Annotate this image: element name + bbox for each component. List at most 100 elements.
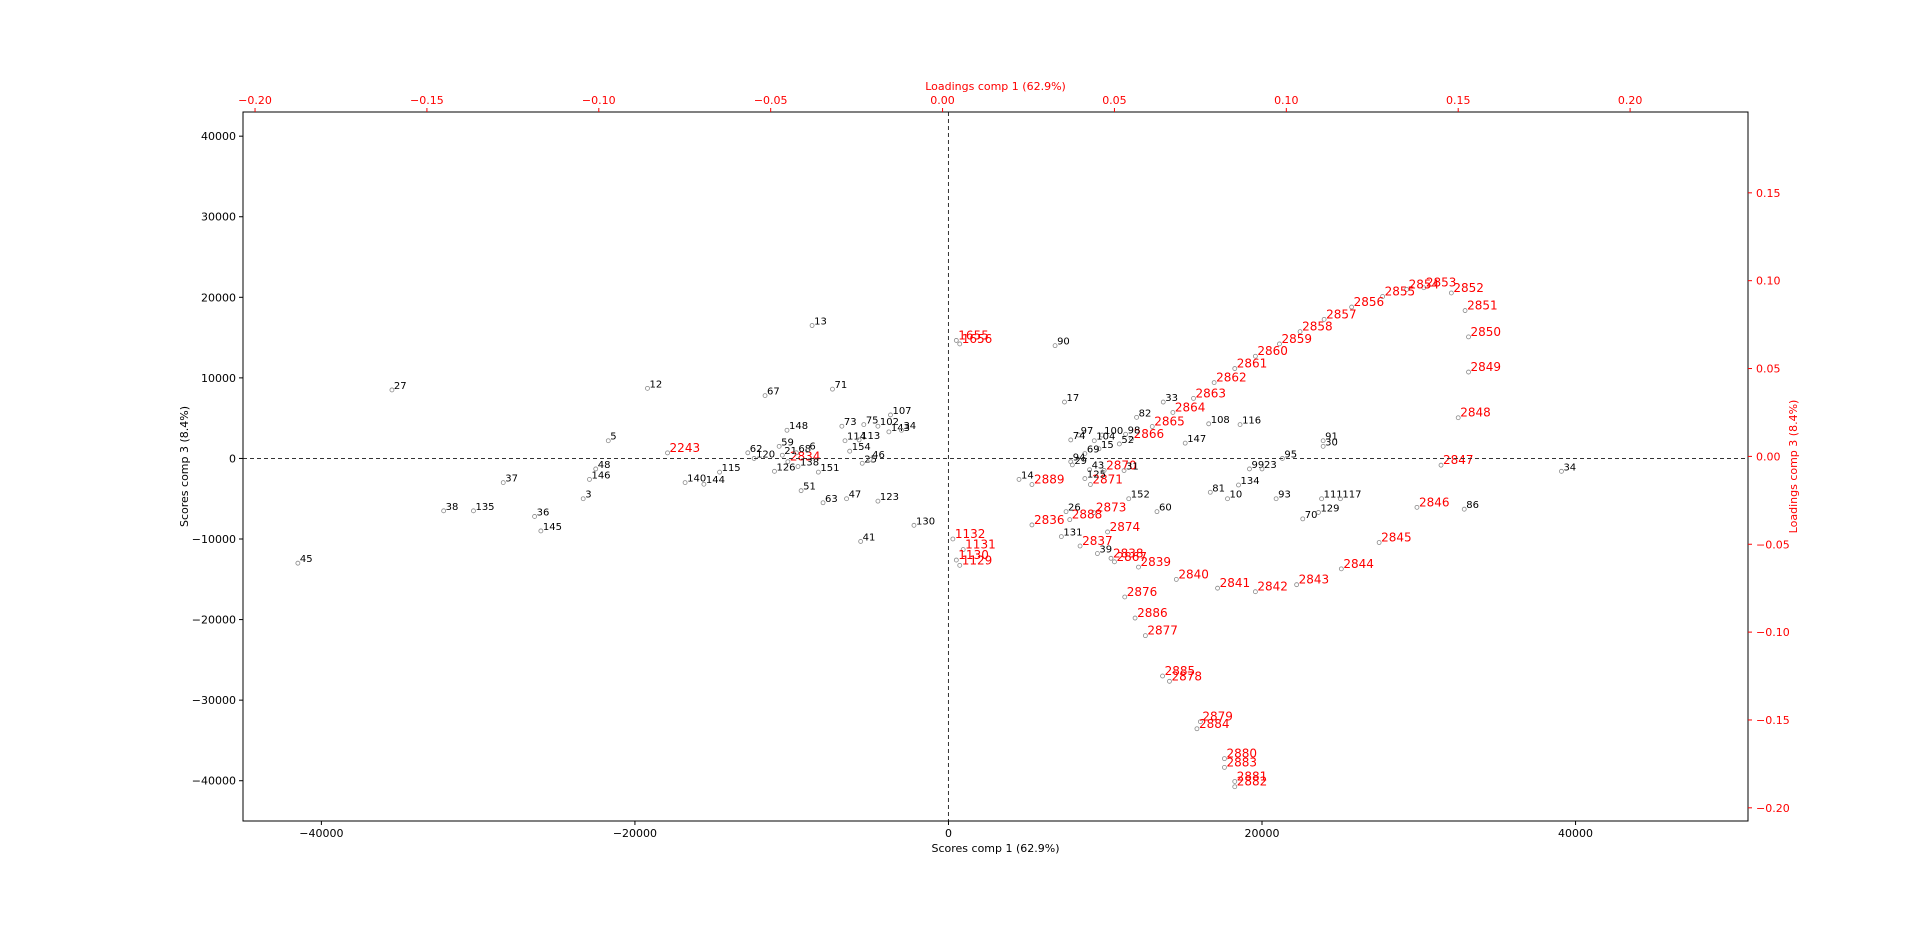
score-point bbox=[1300, 516, 1306, 522]
loading-point-label: 2885 bbox=[1165, 664, 1196, 678]
score-point bbox=[839, 423, 845, 429]
score-point-label: 25 bbox=[864, 454, 877, 465]
loading-point-label: 2877 bbox=[1147, 624, 1178, 638]
score-point-label: 99 bbox=[1251, 460, 1264, 471]
loading-point-label: 2855 bbox=[1385, 284, 1416, 298]
score-point-label: 41 bbox=[863, 532, 876, 543]
x2-tick-label: 0.15 bbox=[1446, 94, 1471, 107]
loading-point bbox=[953, 338, 959, 343]
score-point bbox=[1068, 437, 1074, 443]
loading-point bbox=[1466, 369, 1471, 375]
loading-point-label: 2848 bbox=[1460, 406, 1491, 420]
loading-point bbox=[1232, 784, 1238, 790]
y-tick-label: −10000 bbox=[192, 533, 236, 546]
score-point bbox=[1058, 534, 1064, 539]
score-point-label: 145 bbox=[543, 522, 562, 533]
loading-point bbox=[1421, 285, 1427, 291]
score-point-label: 69 bbox=[1087, 445, 1100, 456]
loading-point-label: 2839 bbox=[1141, 555, 1172, 569]
loading-point-label: 1132 bbox=[955, 527, 986, 541]
x-tick-label: −40000 bbox=[299, 827, 343, 840]
score-point-label: 97 bbox=[1081, 426, 1094, 437]
score-point-label: 74 bbox=[1073, 431, 1086, 442]
score-point bbox=[1247, 466, 1252, 472]
score-point-label: 70 bbox=[1305, 510, 1318, 521]
score-point bbox=[1082, 451, 1088, 457]
score-point-label: 129 bbox=[1320, 503, 1339, 514]
x-tick-label: −20000 bbox=[613, 827, 657, 840]
loading-point-label: 2850 bbox=[1471, 325, 1502, 339]
score-point-label: 113 bbox=[861, 431, 880, 442]
loading-point-label: 2889 bbox=[1034, 473, 1065, 487]
score-point-label: 120 bbox=[756, 449, 775, 460]
score-point bbox=[772, 468, 777, 474]
loading-point bbox=[1149, 424, 1155, 429]
score-point bbox=[1320, 438, 1326, 444]
score-point bbox=[856, 437, 862, 443]
score-point-label: 59 bbox=[781, 437, 794, 448]
loading-point-label: 2876 bbox=[1127, 585, 1158, 599]
loading-point bbox=[1462, 308, 1468, 313]
score-point bbox=[1206, 421, 1212, 427]
score-point-label: 34 bbox=[1563, 462, 1576, 473]
score-point-label: 34 bbox=[903, 421, 916, 432]
loading-point-label: 2840 bbox=[1178, 567, 1209, 581]
loading-point-label: 1129 bbox=[962, 553, 993, 567]
loading-point bbox=[1091, 510, 1097, 516]
score-point bbox=[538, 528, 544, 534]
loading-point bbox=[1105, 529, 1110, 535]
score-point bbox=[776, 443, 782, 449]
loading-point-label: 2847 bbox=[1443, 453, 1474, 467]
score-point bbox=[1121, 468, 1127, 473]
loading-point-label: 2841 bbox=[1220, 576, 1251, 590]
score-point bbox=[875, 423, 881, 429]
loading-point bbox=[1029, 482, 1035, 487]
y2-tick-label: 0.15 bbox=[1756, 187, 1781, 200]
loading-point-label: 2874 bbox=[1110, 520, 1141, 534]
loading-point bbox=[1215, 585, 1220, 591]
loading-point-label: 2838 bbox=[1113, 546, 1144, 560]
loading-point bbox=[1029, 522, 1035, 528]
x2-tick-label: 0.00 bbox=[930, 94, 955, 107]
score-point-label: 98 bbox=[1128, 425, 1141, 436]
y-tick-label: −30000 bbox=[192, 694, 236, 707]
loading-point bbox=[1448, 290, 1454, 296]
score-point-label: 43 bbox=[1092, 461, 1105, 472]
loading-point bbox=[1338, 566, 1344, 572]
score-point-label: 62 bbox=[750, 444, 763, 455]
loading-point bbox=[950, 536, 956, 542]
score-point bbox=[389, 387, 395, 393]
score-point-label: 111 bbox=[1324, 490, 1343, 501]
loading-point-label: 2859 bbox=[1281, 332, 1312, 346]
loading-point bbox=[1466, 334, 1471, 340]
loading-point-label: 2862 bbox=[1216, 371, 1247, 385]
score-point-label: 108 bbox=[1211, 415, 1230, 426]
loading-point-label: 2863 bbox=[1196, 386, 1227, 400]
x2-tick-label: −0.20 bbox=[238, 94, 272, 107]
loading-point-label: 2851 bbox=[1467, 299, 1498, 313]
score-point bbox=[500, 480, 506, 486]
score-point-label: 36 bbox=[537, 507, 550, 518]
loading-point-label: 2871 bbox=[1092, 473, 1123, 487]
score-point-label: 27 bbox=[394, 381, 407, 392]
loading-point-label: 2867 bbox=[1116, 550, 1147, 564]
y2-tick-label: 0.10 bbox=[1756, 275, 1781, 288]
score-point-label: 95 bbox=[1284, 449, 1297, 460]
score-point-label: 135 bbox=[475, 502, 494, 513]
score-point bbox=[861, 422, 867, 428]
score-point bbox=[1320, 443, 1326, 449]
loading-point-label: 2857 bbox=[1326, 307, 1357, 321]
score-point bbox=[580, 496, 586, 502]
loading-point bbox=[957, 341, 963, 347]
loading-point bbox=[1376, 540, 1382, 545]
score-point bbox=[1559, 468, 1564, 474]
loading-point-label: 2880 bbox=[1226, 747, 1257, 761]
loading-point bbox=[665, 450, 670, 456]
loading-point bbox=[1294, 582, 1300, 588]
score-point bbox=[911, 522, 917, 528]
score-point-label: 5 bbox=[610, 432, 616, 443]
score-point bbox=[888, 412, 893, 418]
loading-point bbox=[1160, 673, 1165, 679]
